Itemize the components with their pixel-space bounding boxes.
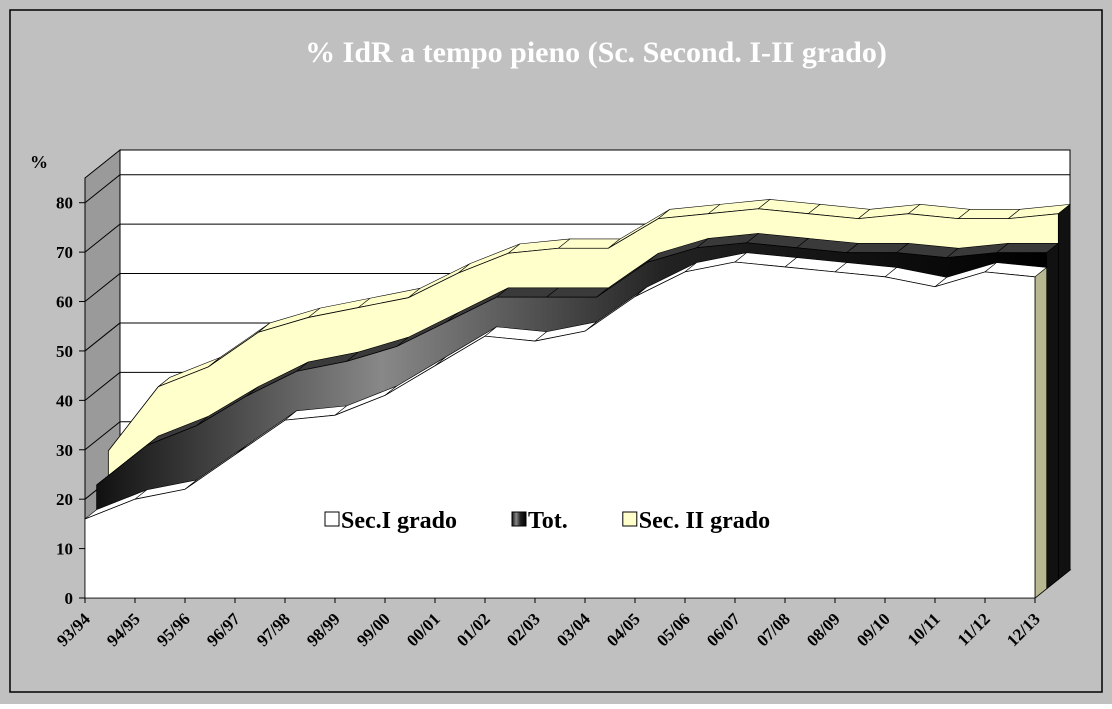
area-side: [1046, 242, 1059, 590]
y-axis-label: %: [30, 152, 48, 172]
y-tick-label: 80: [56, 194, 73, 213]
grid-line: [84, 322, 121, 352]
y-tick-label: 60: [56, 293, 73, 312]
y-tick-label: 10: [56, 540, 73, 559]
legend-swatch: [511, 511, 527, 527]
legend-label: Tot.: [528, 508, 568, 534]
y-tick-label: 20: [56, 490, 73, 509]
y-tick-label: 30: [56, 441, 73, 460]
legend-label: Sec.I grado: [341, 508, 457, 534]
legend-label: Sec. II grado: [639, 508, 770, 534]
grid-line: [84, 273, 121, 302]
grid-line: [84, 223, 121, 253]
grid-line: [84, 174, 121, 204]
grid-line: [84, 421, 121, 451]
y-tick-label: 70: [56, 243, 73, 262]
area: [84, 261, 1036, 599]
grid-line: [84, 371, 121, 401]
legend-swatch: [622, 511, 638, 527]
area-side: [1058, 203, 1071, 580]
y-tick-label: 50: [56, 342, 73, 361]
y-tick-label: 0: [65, 589, 74, 608]
area-side: [1034, 266, 1047, 599]
y-tick-label: 40: [56, 391, 73, 410]
legend-swatch: [324, 511, 340, 527]
chart-title: % IdR a tempo pieno (Sc. Second. I-II gr…: [305, 36, 887, 69]
